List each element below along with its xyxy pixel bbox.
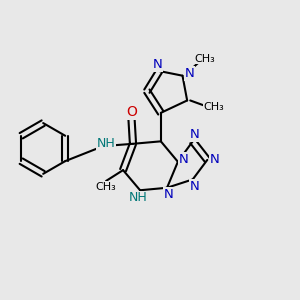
Text: CH₃: CH₃	[204, 102, 224, 112]
Text: O: O	[126, 105, 137, 119]
Text: N: N	[184, 67, 194, 80]
Text: N: N	[164, 188, 173, 201]
Text: N: N	[189, 128, 199, 141]
Text: N: N	[178, 153, 188, 166]
Text: NH: NH	[129, 191, 148, 205]
Text: NH: NH	[96, 137, 115, 150]
Text: CH₃: CH₃	[95, 182, 116, 191]
Text: N: N	[153, 58, 163, 71]
Text: CH₃: CH₃	[195, 54, 215, 64]
Text: N: N	[210, 153, 220, 167]
Text: N: N	[189, 180, 199, 193]
